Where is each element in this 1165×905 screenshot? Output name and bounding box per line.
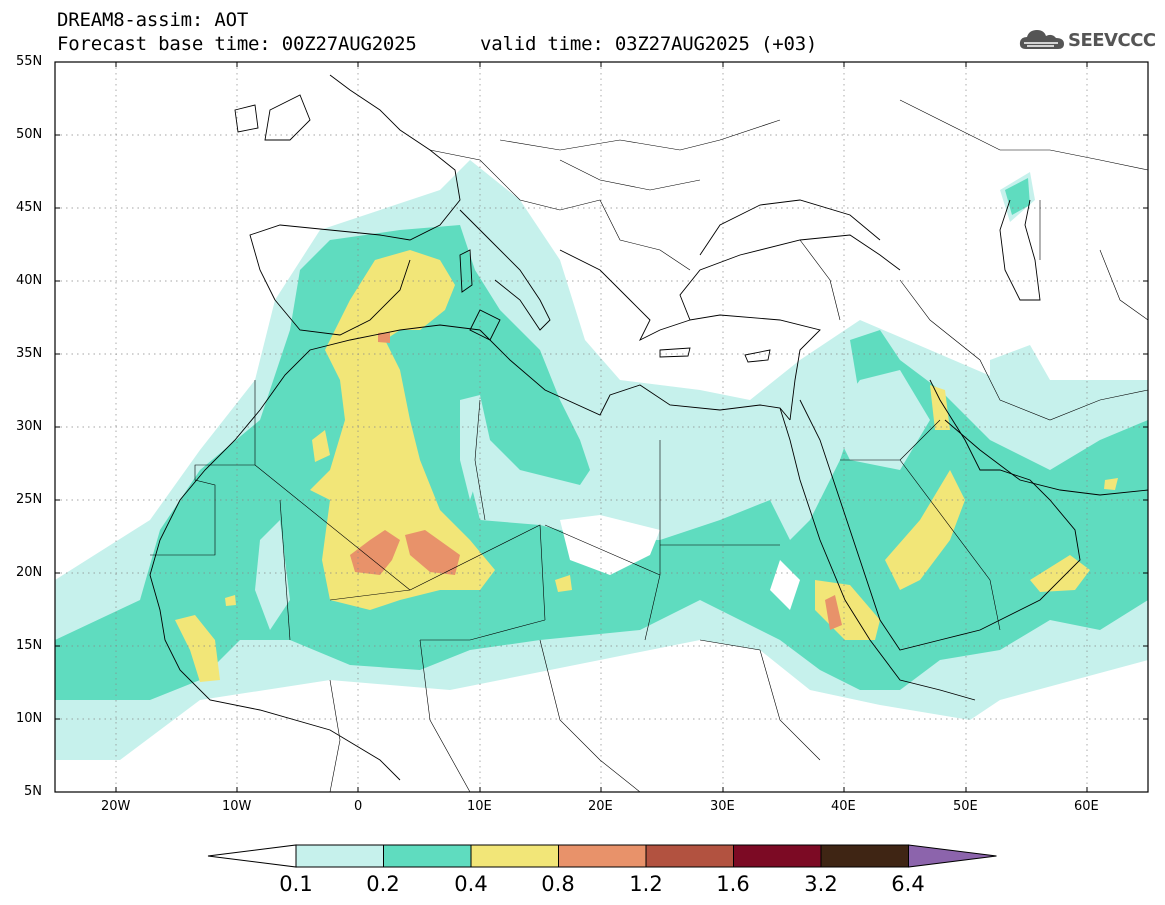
axis-ticks xyxy=(55,61,1148,793)
colorbar-segment xyxy=(558,844,647,868)
lon-label: 10E xyxy=(467,799,492,814)
lon-label: 60E xyxy=(1074,799,1099,814)
colorbar-segment xyxy=(645,844,734,868)
lon-label: 10W xyxy=(222,799,252,814)
colorbar-label: 3.2 xyxy=(804,872,838,896)
lon-label: 30E xyxy=(710,799,735,814)
aot-band-0-8 xyxy=(350,332,842,630)
lon-label: 0 xyxy=(354,799,363,814)
colorbar-label: 0.4 xyxy=(454,872,488,896)
colorbar-label: 0.1 xyxy=(279,872,313,896)
lat-label: 45N xyxy=(16,200,43,215)
lat-label: 10N xyxy=(16,711,43,726)
lat-label: 40N xyxy=(16,273,43,288)
aot-colorbar xyxy=(207,844,997,868)
colorbar-segment xyxy=(470,844,559,868)
lat-label: 25N xyxy=(16,492,43,507)
lat-label: 30N xyxy=(16,419,43,434)
lat-label: 50N xyxy=(16,127,43,142)
colorbar-label: 1.6 xyxy=(716,872,750,896)
colorbar-label: 0.8 xyxy=(541,872,575,896)
colorbar-segment xyxy=(295,844,384,868)
lon-label: 20W xyxy=(101,799,131,814)
forecast-base-time: Forecast base time: 00Z27AUG2025 xyxy=(57,33,417,55)
map-title: DREAM8-assim: AOT xyxy=(57,9,249,31)
lat-label: 55N xyxy=(16,54,43,69)
country-borders xyxy=(150,99,1148,792)
colorbar-upper-arrow xyxy=(908,844,997,868)
colorbar-lower-arrow xyxy=(207,844,297,868)
coastlines xyxy=(149,74,1148,781)
aot-band-0-4 xyxy=(175,250,1118,682)
colorbar-label: 0.2 xyxy=(366,872,400,896)
colorbar-segment xyxy=(733,844,822,868)
lat-label: 5N xyxy=(24,784,42,799)
seevccc-logo: SEEVCCC xyxy=(1018,27,1156,53)
aot-clear-areas xyxy=(255,370,930,630)
colorbar-segment xyxy=(383,844,472,868)
lon-label: 50E xyxy=(953,799,978,814)
lon-label: 40E xyxy=(831,799,856,814)
colorbar-segment xyxy=(820,844,909,868)
lat-label: 20N xyxy=(16,565,43,580)
lat-label: 35N xyxy=(16,346,43,361)
logo-text: SEEVCCC xyxy=(1068,29,1156,51)
cloud-icon xyxy=(1019,30,1064,49)
lat-label: 15N xyxy=(16,638,43,653)
lon-label: 20E xyxy=(588,799,613,814)
colorbar-label: 1.2 xyxy=(629,872,663,896)
colorbar-label: 6.4 xyxy=(891,872,925,896)
aot-field xyxy=(55,62,1148,792)
valid-time: valid time: 03Z27AUG2025 (+03) xyxy=(480,33,818,55)
